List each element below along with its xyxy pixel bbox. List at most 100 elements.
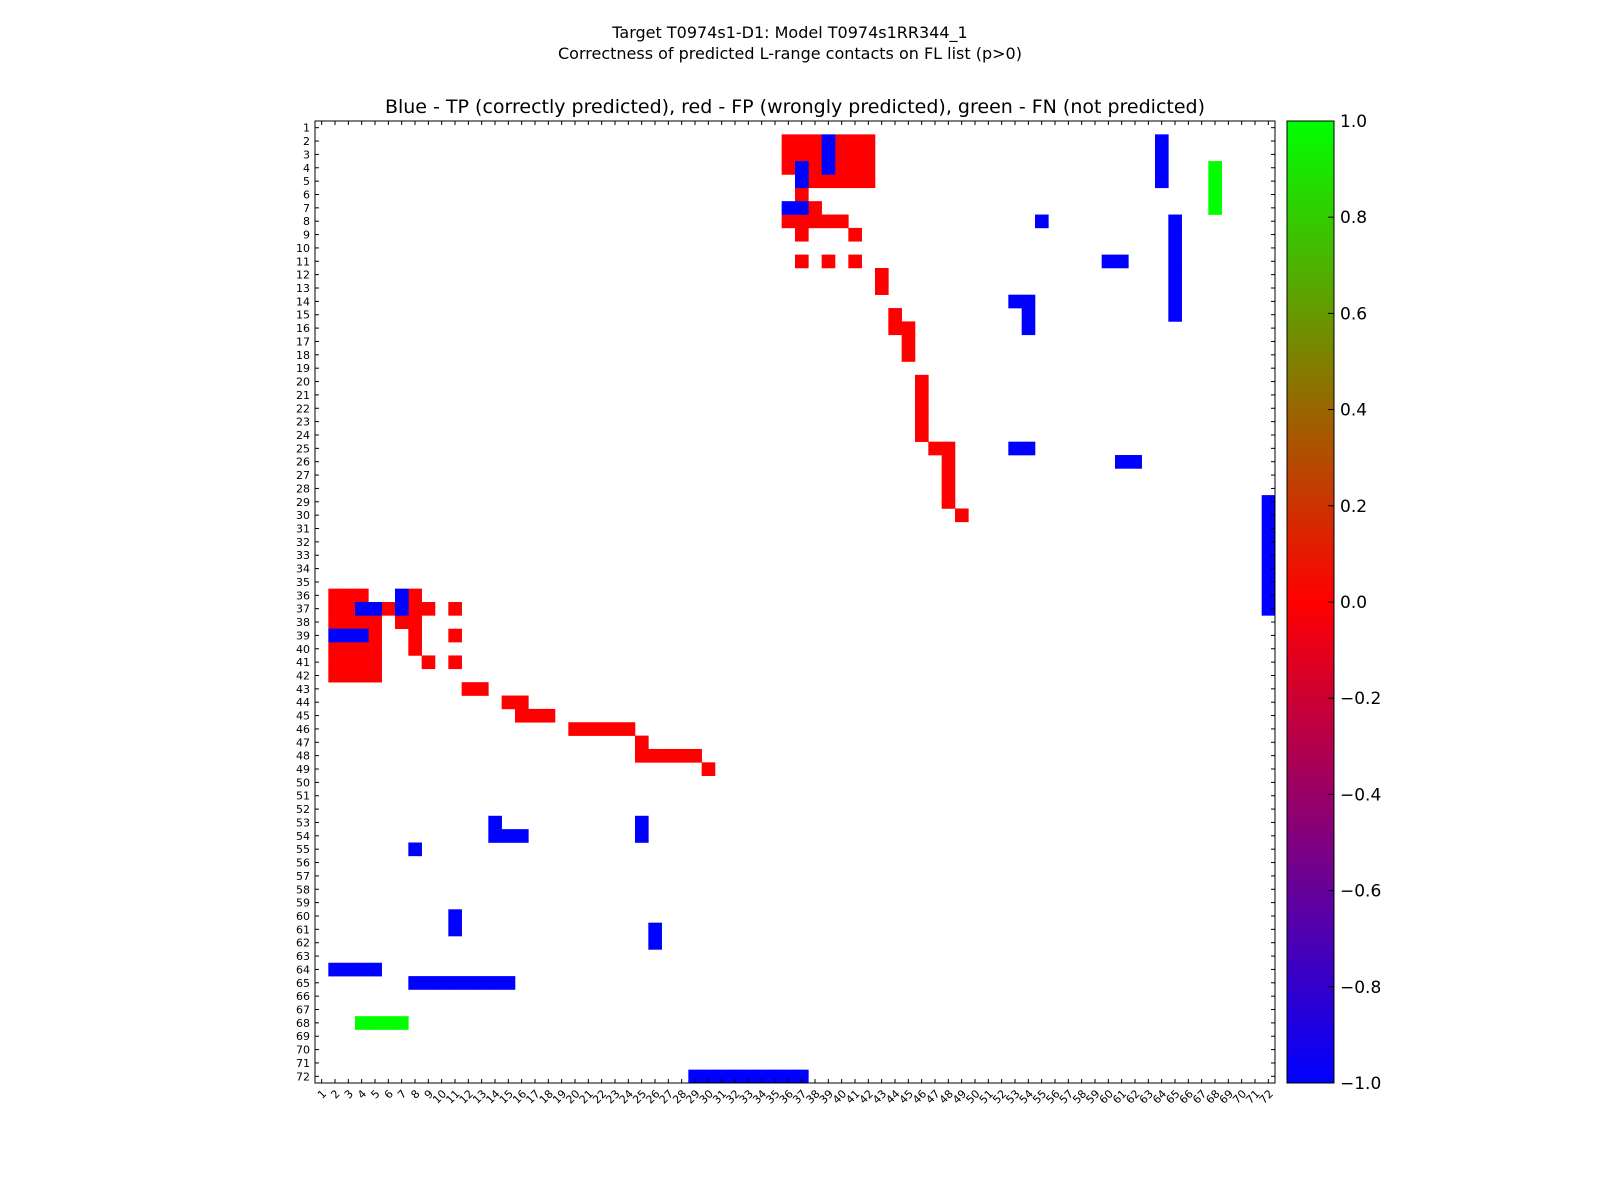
colorbar-tick-label: −0.4 (1340, 785, 1381, 805)
tp-cell (1101, 254, 1116, 269)
fp-cell (808, 147, 822, 162)
y-tick-label: 65 (296, 977, 310, 990)
fp-cell (861, 134, 876, 149)
y-tick-label: 11 (296, 255, 310, 268)
tp-cell (368, 962, 382, 977)
fp-cell (848, 254, 862, 269)
fp-cell (795, 134, 809, 149)
plot-frame (314, 120, 1276, 1084)
x-tick-label: 5 (368, 1087, 382, 1101)
y-tick-label: 36 (296, 589, 310, 602)
tp-cell (688, 1069, 702, 1084)
x-tick-label: 7 (395, 1087, 409, 1101)
colorbar-tick-label: 0.0 (1340, 593, 1367, 613)
y-tick-label: 37 (296, 603, 310, 616)
x-tick-label: 8 (408, 1087, 422, 1101)
fp-cell (328, 602, 342, 616)
colorbar: 1.0 0.8 0.6 0.4 0.2 0.0 −0.2 −0.4 −0.6 −0.8 −1.0 (1286, 112, 1381, 1094)
fn-cell (368, 1016, 382, 1030)
y-tick-label: 25 (296, 442, 310, 455)
fp-cell (368, 628, 382, 643)
fp-cell (915, 414, 929, 429)
fp-cell (821, 214, 836, 229)
y-tick-label: 21 (296, 389, 310, 402)
tp-cell (635, 829, 649, 843)
tp-cell (1128, 455, 1142, 469)
fp-cell (408, 642, 422, 656)
fp-cell (821, 174, 836, 189)
tp-cell (1261, 602, 1276, 616)
fp-cell (355, 642, 369, 656)
colorbar-tick-label: −0.8 (1340, 978, 1381, 998)
y-tick-label: 27 (296, 469, 310, 482)
tp-cell (728, 1069, 742, 1084)
fp-cell (515, 695, 529, 710)
y-tick-label: 28 (296, 482, 310, 495)
tp-cell (1155, 161, 1169, 175)
y-tick-label: 56 (296, 857, 310, 870)
tp-cell (448, 909, 462, 923)
tp-cell (435, 976, 449, 990)
fp-cell (408, 588, 422, 603)
y-tick-label: 58 (296, 883, 310, 896)
fp-cell (581, 722, 596, 736)
fp-cell (701, 762, 716, 776)
plot-title: Blue - TP (correctly predicted), red - F… (385, 96, 1205, 118)
tp-cell (501, 829, 516, 843)
y-tick-label: 8 (303, 215, 310, 228)
fp-cell (648, 748, 662, 763)
tp-cell (1115, 455, 1129, 469)
tp-cell (355, 962, 369, 977)
fp-cell (835, 214, 849, 229)
y-tick-label: 30 (296, 509, 310, 522)
tp-cell (1261, 548, 1276, 563)
y-tick-label: 35 (296, 576, 310, 589)
fp-cell (915, 401, 929, 416)
tp-cell (768, 1069, 782, 1084)
fp-cell (675, 748, 689, 763)
y-tick-label: 43 (296, 683, 310, 696)
tp-cell (355, 628, 369, 643)
fp-cell (355, 615, 369, 630)
tp-cell (1261, 561, 1276, 576)
fp-cell (941, 468, 956, 483)
tp-cell (1115, 254, 1129, 269)
tp-cell (341, 628, 356, 643)
tp-cell (1021, 321, 1036, 336)
tp-cell (1261, 588, 1276, 603)
tp-cell (741, 1069, 756, 1084)
fp-cell (461, 682, 476, 696)
y-tick-label: 49 (296, 763, 310, 776)
y-tick-label: 15 (296, 309, 310, 322)
fp-cell (528, 708, 542, 723)
y-tick-label: 22 (296, 402, 310, 415)
y-tick-label: 64 (296, 963, 310, 976)
tp-cell (1035, 214, 1049, 229)
fp-cell (448, 628, 462, 643)
y-tick-label: 62 (296, 937, 310, 950)
y-tick-label: 26 (296, 456, 310, 469)
fp-cell (875, 281, 889, 295)
fp-cell (368, 642, 382, 656)
fp-cell (875, 267, 889, 282)
colorbar-tick-label: 1.0 (1340, 112, 1367, 132)
tp-cell (368, 602, 382, 616)
tp-cell (821, 147, 836, 162)
y-tick-label: 31 (296, 523, 310, 536)
y-tick-label: 13 (296, 282, 310, 295)
fp-cell (688, 748, 702, 763)
fp-cell (955, 508, 969, 523)
y-tick-label: 16 (296, 322, 310, 335)
x-tick-label: 3 (342, 1087, 356, 1101)
y-tick-label: 4 (303, 162, 310, 175)
fp-cell (888, 321, 902, 336)
y-tick-label: 71 (296, 1057, 310, 1070)
y-tick-label: 55 (296, 843, 310, 856)
y-tick-label: 17 (296, 335, 310, 348)
tp-cell (715, 1069, 729, 1084)
y-tick-label: 61 (296, 923, 310, 936)
fp-cell (661, 748, 676, 763)
y-tick-label: 34 (296, 563, 310, 576)
fp-cell (795, 187, 809, 202)
